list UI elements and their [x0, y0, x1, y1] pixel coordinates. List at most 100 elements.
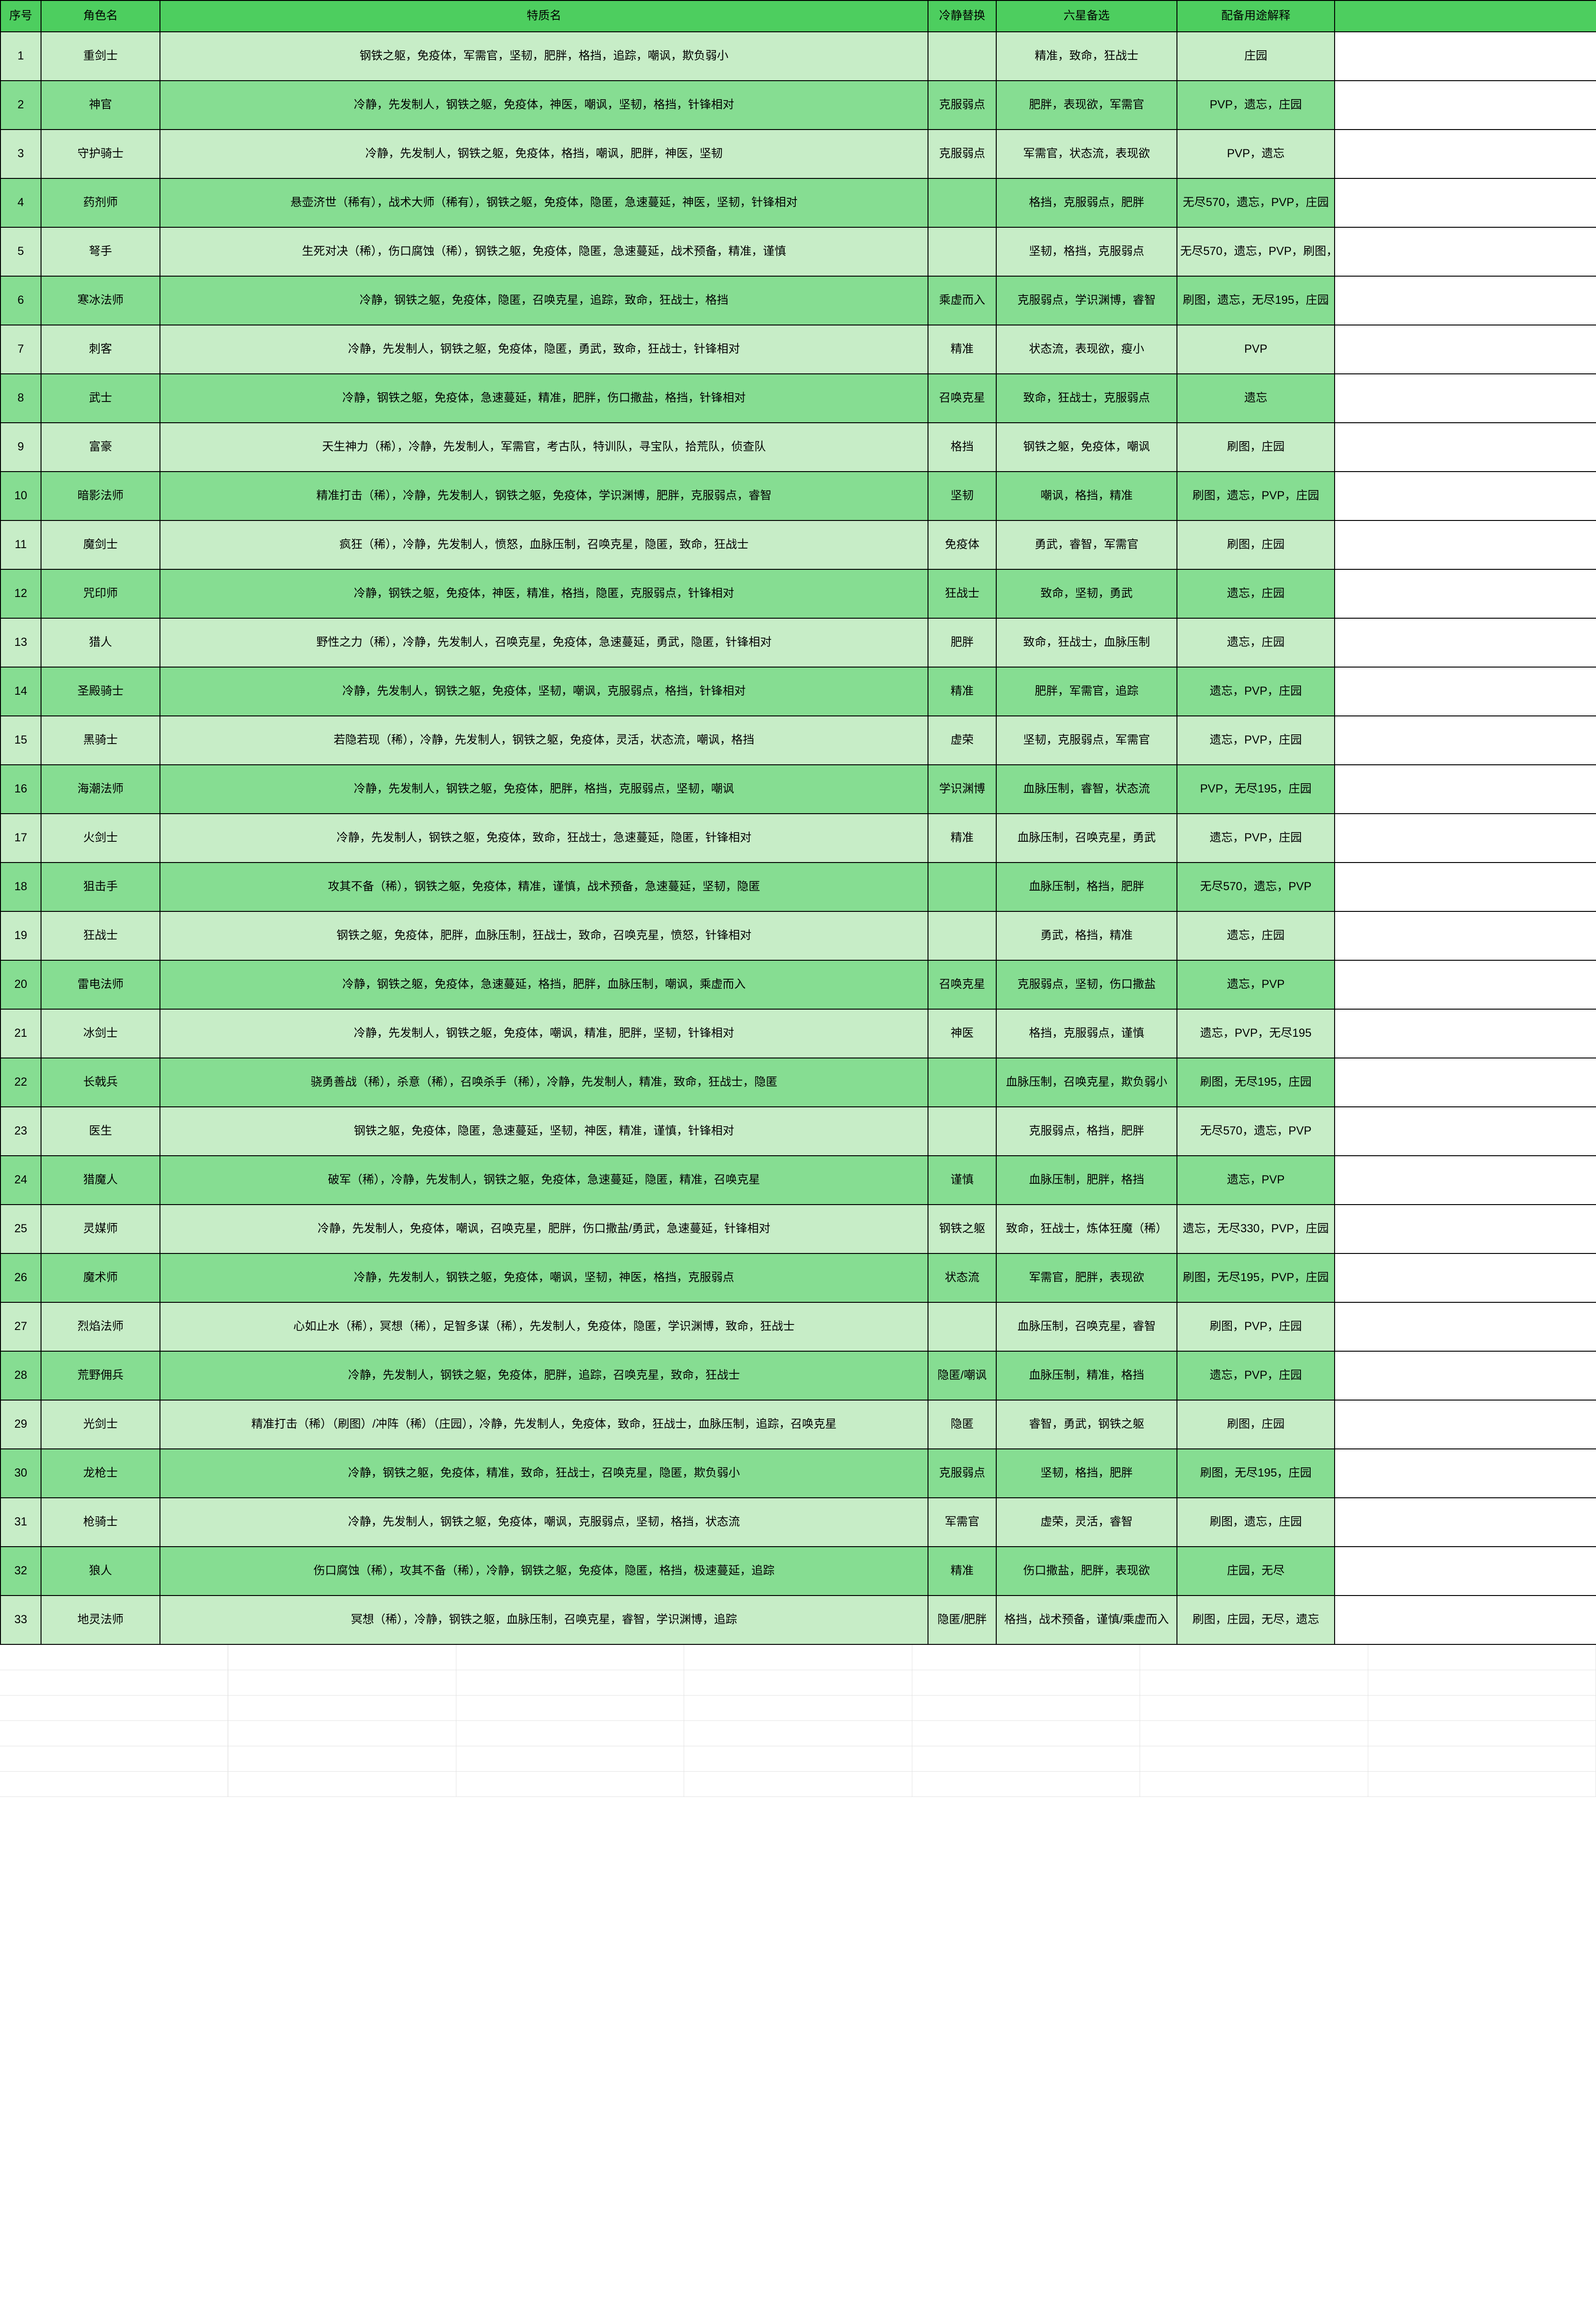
cell-charname[interactable]: 弩手 — [41, 227, 160, 277]
cell-index[interactable]: 13 — [0, 618, 41, 668]
cell-calmswap[interactable]: 坚韧 — [928, 471, 997, 521]
empty-cell[interactable] — [0, 1695, 228, 1721]
cell-charname[interactable]: 寒冰法师 — [41, 276, 160, 325]
cell-traits[interactable]: 冥想（稀），冷静，钢铁之躯，血脉压制，召唤克星，睿智，学识渊博，追踪 — [160, 1595, 928, 1645]
cell-calmswap[interactable]: 狂战士 — [928, 569, 997, 619]
empty-cell[interactable] — [228, 1645, 456, 1670]
table-row[interactable]: 24 猎魔人 破军（稀），冷静，先发制人，钢铁之躯，免疫体，急速蔓延，隐匿，精准，召… — [0, 1155, 1596, 1205]
empty-row[interactable] — [0, 1771, 1596, 1797]
cell-usage[interactable]: 刷图，庄园，无尽，遗忘 — [1176, 1595, 1335, 1645]
cell-calmswap[interactable]: 召唤克星 — [928, 960, 997, 1010]
cell-charname[interactable]: 光剑士 — [41, 1400, 160, 1449]
empty-cell[interactable] — [912, 1670, 1140, 1696]
cell-charname[interactable]: 狂战士 — [41, 911, 160, 961]
table-row[interactable]: 23 医生 钢铁之躯，免疫体，隐匿，急速蔓延，坚韧，神医，精准，谨慎，针锋相对 克服弱… — [0, 1106, 1596, 1156]
empty-cell[interactable] — [1368, 1720, 1596, 1746]
table-row[interactable]: 22 长戟兵 骁勇善战（稀），杀意（稀），召唤杀手（稀），冷静，先发制人，精准，致命… — [0, 1058, 1596, 1107]
table-row[interactable]: 28 荒野佣兵 冷静，先发制人，钢铁之躯，免疫体，肥胖，追踪，召唤克星，致命，狂战士… — [0, 1351, 1596, 1401]
cell-charname[interactable]: 富豪 — [41, 422, 160, 472]
cell-traits[interactable]: 冷静，先发制人，钢铁之躯，免疫体，嘲讽，精准，肥胖，坚韧，针锋相对 — [160, 1009, 928, 1058]
empty-row[interactable] — [0, 1670, 1596, 1696]
cell-index[interactable]: 4 — [0, 178, 41, 228]
empty-cell[interactable] — [912, 1746, 1140, 1772]
cell-charname[interactable]: 守护骑士 — [41, 129, 160, 179]
empty-cell[interactable] — [684, 1771, 912, 1797]
cell-calmswap[interactable]: 隐匿 — [928, 1400, 997, 1449]
table-row[interactable]: 27 烈焰法师 心如止水（稀），冥想（稀），足智多谋（稀），先发制人，免疫体，隐匿，… — [0, 1302, 1596, 1352]
cell-index[interactable]: 5 — [0, 227, 41, 277]
cell-calmswap[interactable]: 乘虚而入 — [928, 276, 997, 325]
cell-traits[interactable]: 钢铁之躯，免疫体，肥胖，血脉压制，狂战士，致命，召唤克星，愤怒，针锋相对 — [160, 911, 928, 961]
empty-cell[interactable] — [228, 1746, 456, 1772]
cell-calmswap[interactable]: 状态流 — [928, 1253, 997, 1303]
cell-traits[interactable]: 骁勇善战（稀），杀意（稀），召唤杀手（稀），冷静，先发制人，精准，致命，狂战士，… — [160, 1058, 928, 1107]
cell-usage[interactable]: 刷图，无尽195，庄园 — [1176, 1058, 1335, 1107]
cell-usage[interactable]: 遗忘，无尽330，PVP，庄园 — [1176, 1204, 1335, 1254]
cell-usage[interactable]: 刷图，庄园 — [1176, 520, 1335, 570]
cell-usage[interactable]: 无尽570，遗忘，PVP，刷图，庄园 — [1176, 227, 1335, 277]
cell-usage[interactable]: 庄园 — [1176, 31, 1335, 81]
cell-sixstar[interactable]: 致命，狂战士，炼体狂魔（稀） — [996, 1204, 1177, 1254]
cell-traits[interactable]: 天生神力（稀），冷静，先发制人，军需官，考古队，特训队，寻宝队，拾荒队，侦查队 — [160, 422, 928, 472]
cell-calmswap[interactable] — [928, 227, 997, 277]
cell-traits[interactable]: 冷静，钢铁之躯，免疫体，隐匿，召唤克星，追踪，致命，狂战士，格挡 — [160, 276, 928, 325]
cell-charname[interactable]: 荒野佣兵 — [41, 1351, 160, 1401]
table-row[interactable]: 6 寒冰法师 冷静，钢铁之躯，免疫体，隐匿，召唤克星，追踪，致命，狂战士，格挡 乘虚而… — [0, 276, 1596, 325]
cell-traits[interactable]: 冷静，钢铁之躯，免疫体，急速蔓延，精准，肥胖，伤口撒盐，格挡，针锋相对 — [160, 373, 928, 423]
cell-index[interactable]: 30 — [0, 1448, 41, 1498]
cell-traits[interactable]: 精准打击（稀）（刷图）/冲阵（稀）（庄园），冷静，先发制人，免疫体，致命，狂战士… — [160, 1400, 928, 1449]
cell-sixstar[interactable]: 克服弱点，学识渊博，睿智 — [996, 276, 1177, 325]
cell-sixstar[interactable]: 致命，狂战士，克服弱点 — [996, 373, 1177, 423]
cell-usage[interactable]: PVP — [1176, 325, 1335, 374]
cell-charname[interactable]: 神官 — [41, 80, 160, 130]
cell-usage[interactable]: 遗忘，PVP — [1176, 960, 1335, 1010]
cell-calmswap[interactable]: 谨慎 — [928, 1155, 997, 1205]
cell-calmswap[interactable]: 精准 — [928, 1546, 997, 1596]
header-cell-calmswap[interactable]: 冷静替换 — [928, 0, 997, 32]
cell-calmswap[interactable]: 精准 — [928, 667, 997, 716]
cell-charname[interactable]: 刺客 — [41, 325, 160, 374]
cell-charname[interactable]: 长戟兵 — [41, 1058, 160, 1107]
cell-calmswap[interactable] — [928, 862, 997, 912]
cell-traits[interactable]: 冷静，钢铁之躯，免疫体，神医，精准，格挡，隐匿，克服弱点，针锋相对 — [160, 569, 928, 619]
cell-sixstar[interactable]: 致命，狂战士，血脉压制 — [996, 618, 1177, 668]
cell-charname[interactable]: 魔剑士 — [41, 520, 160, 570]
cell-index[interactable]: 2 — [0, 80, 41, 130]
empty-cell[interactable] — [0, 1771, 228, 1797]
cell-usage[interactable]: 刷图，遗忘，PVP，庄园 — [1176, 471, 1335, 521]
cell-charname[interactable]: 龙枪士 — [41, 1448, 160, 1498]
empty-cell[interactable] — [1140, 1645, 1368, 1670]
header-cell-charname[interactable]: 角色名 — [41, 0, 160, 32]
cell-charname[interactable]: 猎魔人 — [41, 1155, 160, 1205]
cell-calmswap[interactable]: 格挡 — [928, 422, 997, 472]
cell-usage[interactable]: 刷图，遗忘，无尽195，庄园 — [1176, 276, 1335, 325]
empty-cell[interactable] — [0, 1746, 228, 1772]
header-cell-sixstar[interactable]: 六星备选 — [996, 0, 1177, 32]
cell-usage[interactable]: 无尽570，遗忘，PVP，庄园 — [1176, 178, 1335, 228]
cell-sixstar[interactable]: 致命，坚韧，勇武 — [996, 569, 1177, 619]
cell-index[interactable]: 9 — [0, 422, 41, 472]
cell-calmswap[interactable]: 克服弱点 — [928, 1448, 997, 1498]
empty-cell[interactable] — [912, 1771, 1140, 1797]
table-row[interactable]: 30 龙枪士 冷静，钢铁之躯，免疫体，精准，致命，狂战士，召唤克星，隐匿，欺负弱小克… — [0, 1448, 1596, 1498]
empty-cell[interactable] — [1140, 1695, 1368, 1721]
cell-sixstar[interactable]: 睿智，勇武，钢铁之躯 — [996, 1400, 1177, 1449]
table-row[interactable]: 20 雷电法师 冷静，钢铁之躯，免疫体，急速蔓延，格挡，肥胖，血脉压制，嘲讽，乘虚而… — [0, 960, 1596, 1010]
cell-calmswap[interactable]: 召唤克星 — [928, 373, 997, 423]
table-row[interactable]: 7 刺客 冷静，先发制人，钢铁之躯，免疫体，隐匿，勇武，致命，狂战士，针锋相对 精准状… — [0, 325, 1596, 374]
empty-cell[interactable] — [1368, 1771, 1596, 1797]
table-row[interactable]: 2 神官 冷静，先发制人，钢铁之躯，免疫体，神医，嘲讽，坚韧，格挡，针锋相对 克服弱点… — [0, 80, 1596, 130]
header-cell-usage[interactable]: 配备用途解释 — [1176, 0, 1335, 32]
cell-usage[interactable]: 遗忘，PVP，庄园 — [1176, 715, 1335, 765]
cell-usage[interactable]: 遗忘，PVP — [1176, 1155, 1335, 1205]
cell-traits[interactable]: 破军（稀），冷静，先发制人，钢铁之躯，免疫体，急速蔓延，隐匿，精准，召唤克星 — [160, 1155, 928, 1205]
cell-sixstar[interactable]: 肥胖，表现欲，军需官 — [996, 80, 1177, 130]
cell-sixstar[interactable]: 格挡，克服弱点，肥胖 — [996, 178, 1177, 228]
table-row[interactable]: 32 狼人 伤口腐蚀（稀），攻其不备（稀），冷静，钢铁之躯，免疫体，隐匿，格挡，极速… — [0, 1546, 1596, 1596]
cell-sixstar[interactable]: 嘲讽，格挡，精准 — [996, 471, 1177, 521]
empty-cell[interactable] — [228, 1670, 456, 1696]
header-cell-index[interactable]: 序号 — [0, 0, 41, 32]
cell-sixstar[interactable]: 血脉压制，格挡，肥胖 — [996, 862, 1177, 912]
empty-cell[interactable] — [912, 1645, 1140, 1670]
cell-calmswap[interactable]: 精准 — [928, 325, 997, 374]
